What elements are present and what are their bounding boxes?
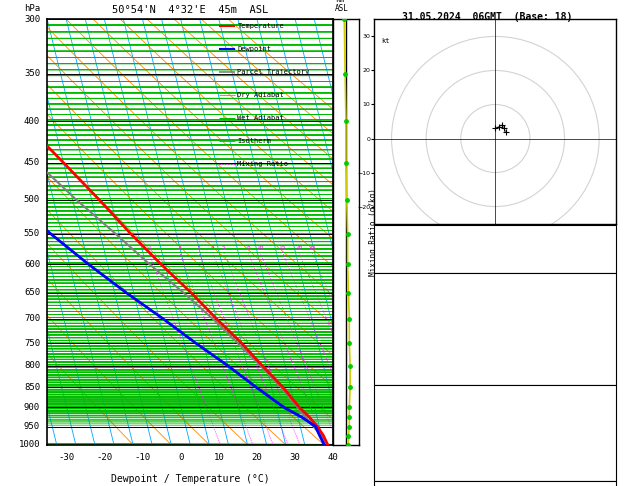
Text: 2: 2: [177, 245, 181, 250]
Text: LCL: LCL: [335, 438, 350, 447]
Text: 900: 900: [24, 403, 40, 412]
Text: Dry Adiabat: Dry Adiabat: [238, 92, 284, 98]
Text: 10: 10: [213, 453, 225, 462]
Text: 40: 40: [328, 453, 339, 462]
Text: 600: 600: [24, 260, 40, 269]
Text: 7: 7: [335, 89, 340, 98]
Text: 1: 1: [147, 245, 150, 250]
Text: 0: 0: [608, 372, 613, 382]
Text: 307: 307: [598, 420, 613, 430]
Text: 15: 15: [279, 245, 286, 250]
Text: 0: 0: [178, 453, 184, 462]
Text: 5: 5: [608, 340, 613, 349]
Text: 5: 5: [335, 195, 340, 205]
Text: CIN (J): CIN (J): [377, 469, 413, 478]
Text: K: K: [377, 228, 382, 237]
Text: 11: 11: [603, 292, 613, 301]
Text: CIN (J): CIN (J): [377, 372, 413, 382]
Text: -20: -20: [96, 453, 113, 462]
Text: Dewp (°C): Dewp (°C): [377, 308, 423, 317]
Text: Surface: Surface: [477, 276, 514, 285]
Text: Dewpoint: Dewpoint: [238, 46, 272, 52]
Text: 0: 0: [608, 452, 613, 462]
Text: 550: 550: [24, 229, 40, 238]
Text: 305: 305: [598, 324, 613, 333]
Text: hPa: hPa: [24, 4, 40, 13]
Text: Most Unstable: Most Unstable: [460, 388, 530, 398]
Text: © weatheronline.co.uk: © weatheronline.co.uk: [442, 474, 539, 484]
Text: 6: 6: [335, 138, 340, 147]
Text: 10: 10: [257, 245, 264, 250]
Text: 1.99: 1.99: [593, 260, 613, 269]
Text: Isotherm: Isotherm: [238, 138, 272, 144]
Text: Lifted Index: Lifted Index: [377, 340, 437, 349]
Text: 1000: 1000: [18, 440, 40, 449]
Text: Temp (°C): Temp (°C): [377, 292, 423, 301]
Text: 2: 2: [335, 362, 340, 370]
Text: 5: 5: [222, 245, 226, 250]
Text: Lifted Index: Lifted Index: [377, 436, 437, 446]
Text: -30: -30: [58, 453, 74, 462]
Text: Hodograph: Hodograph: [471, 485, 520, 486]
Text: kt: kt: [381, 38, 390, 44]
Text: 50: 50: [603, 244, 613, 253]
Text: θε(K): θε(K): [377, 324, 403, 333]
Text: Mixing Ratio (g/kg): Mixing Ratio (g/kg): [369, 188, 378, 276]
Text: 8: 8: [246, 245, 250, 250]
Text: Wet Adiabat: Wet Adiabat: [238, 115, 284, 121]
Text: 4: 4: [211, 245, 214, 250]
Text: 3: 3: [197, 245, 201, 250]
Text: CAPE (J): CAPE (J): [377, 356, 418, 365]
Text: 30: 30: [290, 453, 301, 462]
Text: 700: 700: [24, 314, 40, 323]
Text: Dewpoint / Temperature (°C): Dewpoint / Temperature (°C): [111, 474, 270, 485]
Text: 300: 300: [24, 15, 40, 24]
Text: 650: 650: [24, 288, 40, 297]
Text: -10: -10: [135, 453, 150, 462]
Text: 400: 400: [24, 117, 40, 125]
Text: 500: 500: [24, 195, 40, 205]
Text: PW (cm): PW (cm): [377, 260, 413, 269]
Text: 23: 23: [603, 228, 613, 237]
Text: Mixing Ratio: Mixing Ratio: [238, 160, 289, 167]
Text: 20: 20: [295, 245, 303, 250]
Text: 4: 4: [335, 260, 340, 269]
Text: 3: 3: [335, 314, 340, 323]
Text: 1: 1: [335, 403, 340, 412]
Text: Totals Totals: Totals Totals: [377, 244, 442, 253]
Text: 0: 0: [608, 356, 613, 365]
Text: 25: 25: [308, 245, 316, 250]
Text: 2: 2: [608, 436, 613, 446]
Text: 20: 20: [252, 453, 262, 462]
Text: km
ASL: km ASL: [335, 0, 348, 13]
Text: Pressure (mb): Pressure (mb): [377, 404, 442, 414]
Text: 975: 975: [598, 404, 613, 414]
Text: 0: 0: [608, 469, 613, 478]
Text: Parcel Trajectory: Parcel Trajectory: [238, 69, 309, 75]
Text: θε (K): θε (K): [377, 420, 408, 430]
Text: 8: 8: [335, 21, 340, 30]
Text: 850: 850: [24, 383, 40, 392]
Text: 350: 350: [24, 69, 40, 78]
Text: CAPE (J): CAPE (J): [377, 452, 418, 462]
Text: 31.05.2024  06GMT  (Base: 18): 31.05.2024 06GMT (Base: 18): [403, 12, 572, 22]
Text: 750: 750: [24, 339, 40, 347]
Text: 50°54'N  4°32'E  45m  ASL: 50°54'N 4°32'E 45m ASL: [112, 5, 269, 15]
Text: 450: 450: [24, 158, 40, 167]
Text: 10.1: 10.1: [593, 308, 613, 317]
Text: Temperature: Temperature: [238, 23, 284, 29]
Text: 800: 800: [24, 362, 40, 370]
Text: 950: 950: [24, 422, 40, 431]
